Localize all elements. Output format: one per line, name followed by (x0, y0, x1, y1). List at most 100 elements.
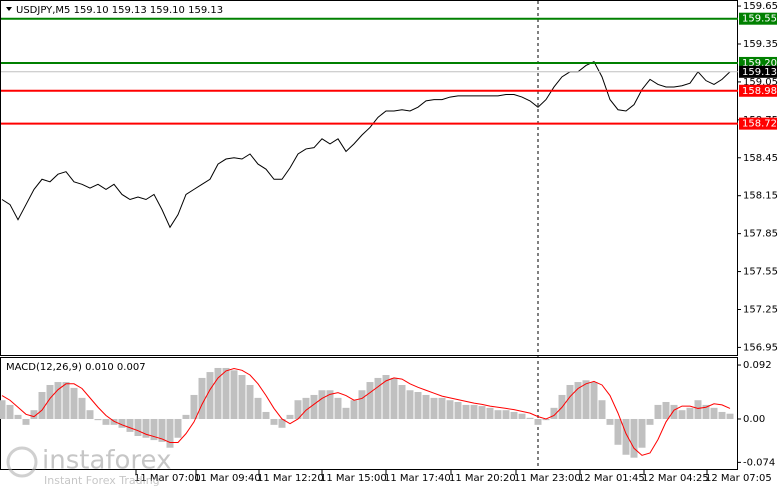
macd-bar (86, 410, 94, 419)
macd-bar (630, 418, 638, 458)
price-line (1, 61, 731, 229)
macd-bar (694, 400, 702, 419)
y-tick-label: -0.074 (743, 457, 775, 468)
macd-bar (222, 367, 230, 419)
macd-bar (566, 384, 574, 419)
macd-bar (622, 418, 630, 455)
macd-bar (174, 418, 182, 438)
macd-bar (478, 406, 486, 419)
macd-bar (166, 418, 174, 448)
macd-bar (390, 377, 398, 419)
macd-bar (254, 397, 262, 419)
signal-line (1, 368, 731, 456)
macd-bar (486, 407, 494, 419)
macd-bar (574, 382, 582, 419)
macd-bar (46, 384, 54, 419)
macd-bar (70, 387, 78, 419)
macd-bar (318, 390, 326, 419)
macd-title: MACD(12,26,9) 0.010 0.007 (6, 362, 146, 373)
y-tick-label: 157.55 (743, 267, 778, 278)
y-tick-label: 157.85 (743, 229, 778, 240)
macd-bar (646, 418, 654, 425)
macd-bar (190, 394, 198, 419)
macd-bar (342, 407, 350, 419)
x-tick-label: 12 Mar 01:45 (578, 473, 645, 484)
x-tick-label: 11 Mar 09:40 (194, 473, 261, 484)
level-line-label: 159.20 (742, 58, 777, 69)
current-price-box (739, 65, 777, 78)
macd-bar (542, 418, 550, 421)
macd-bar (638, 418, 646, 448)
macd-bar (726, 413, 734, 419)
macd-bar (110, 418, 118, 425)
macd-bar (462, 404, 470, 419)
macd-bar (654, 404, 662, 419)
macd-bar (550, 407, 558, 419)
macd-bar (214, 367, 222, 419)
macd-bar (614, 418, 622, 445)
macd-bar (590, 382, 598, 419)
y-tick-label: 159.65 (743, 1, 778, 12)
macd-bar (438, 397, 446, 419)
macd-bar (270, 418, 278, 425)
macd-bar (518, 413, 526, 419)
macd-bar (606, 418, 614, 425)
macd-bar (710, 407, 718, 419)
macd-bar (326, 390, 334, 419)
macd-bar (374, 377, 382, 419)
macd-bar (526, 417, 534, 419)
level-line-box (739, 84, 777, 97)
macd-bar (102, 418, 110, 425)
macd-bar (14, 414, 22, 419)
x-tick-label: 12 Mar 07:05 (705, 473, 772, 484)
macd-bar (358, 390, 366, 419)
y-tick-label: 158.15 (743, 191, 778, 202)
macd-bar (126, 418, 134, 432)
macd-bar (150, 418, 158, 441)
macd-bar (134, 418, 142, 436)
macd-bar (718, 411, 726, 419)
macd-bar (118, 418, 126, 428)
macd-bar (422, 394, 430, 419)
macd-bar (446, 400, 454, 419)
level-line-label: 158.98 (742, 86, 777, 97)
macd-bar (246, 384, 254, 419)
macd-bar (678, 410, 686, 419)
macd-bar (238, 375, 246, 419)
macd-bar (662, 401, 670, 419)
macd-bar (414, 392, 422, 419)
watermark-tagline: Instant Forex Trading (44, 474, 160, 487)
macd-bar (294, 400, 302, 419)
macd-bar (310, 394, 318, 419)
macd-bar (94, 418, 102, 421)
macd-bar (30, 410, 38, 419)
macd-bar (206, 372, 214, 419)
x-tick-label: 11 Mar 23:00 (514, 473, 581, 484)
macd-bar (182, 414, 190, 419)
macd-bar (406, 390, 414, 419)
watermark: instaforex Instant Forex Trading (6, 446, 171, 487)
macd-bar (230, 370, 238, 419)
level-line-label: 159.55 (742, 14, 777, 25)
macd-bar (262, 411, 270, 419)
level-line-box (739, 56, 777, 69)
macd-bar (534, 418, 542, 425)
y-tick-label: 159.05 (743, 77, 778, 88)
y-tick-label: 157.25 (743, 304, 778, 315)
menu-icon (6, 7, 12, 11)
macd-bar (350, 400, 358, 419)
macd-bar (158, 418, 166, 442)
macd-bar (142, 418, 150, 438)
macd-bar (366, 382, 374, 419)
macd-bar (470, 404, 478, 419)
macd-bar (54, 382, 62, 419)
y-tick-label: 156.95 (743, 342, 778, 353)
macd-bar (302, 397, 310, 419)
macd-bar (286, 414, 294, 419)
macd-bar (334, 397, 342, 419)
price-title: USDJPY,M5 159.10 159.13 159.10 159.13 (16, 5, 223, 16)
x-tick-label: 11 Mar 12:20 (257, 473, 324, 484)
macd-bar (382, 375, 390, 419)
x-tick-label: 12 Mar 04:25 (642, 473, 709, 484)
